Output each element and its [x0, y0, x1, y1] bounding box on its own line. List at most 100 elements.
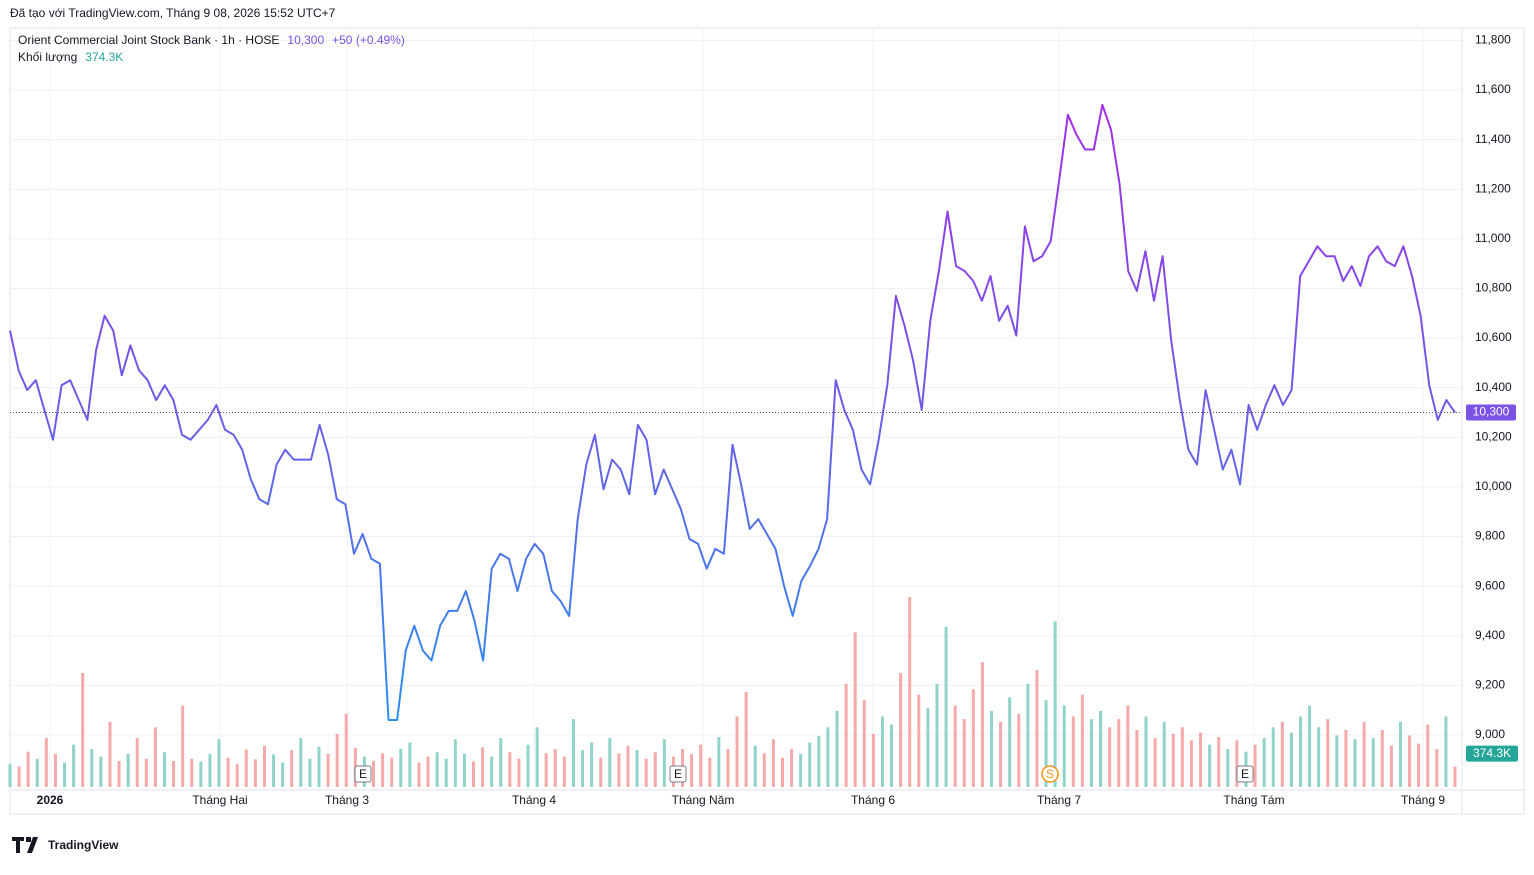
- volume-bar: [1389, 745, 1393, 787]
- y-tick-label: 9,800: [1475, 529, 1505, 543]
- volume-bar: [1108, 727, 1112, 787]
- volume-bar: [99, 756, 103, 787]
- x-tick-label: Tháng 9: [1401, 793, 1445, 807]
- volume-bar: [1153, 738, 1157, 787]
- volume-bar: [590, 742, 594, 787]
- x-tick-label: Tháng 6: [851, 793, 895, 807]
- volume-bar: [980, 662, 984, 787]
- volume-bar: [617, 753, 621, 787]
- volume-bar: [381, 753, 385, 787]
- volume-bar: [390, 757, 394, 787]
- volume-bar: [81, 673, 85, 787]
- volume-bar: [272, 754, 276, 787]
- volume-bar: [1189, 740, 1193, 787]
- x-tick-label: Tháng 3: [325, 793, 369, 807]
- volume-bar: [72, 744, 76, 787]
- volume-bar: [244, 749, 248, 787]
- volume-bar: [1308, 705, 1312, 787]
- volume-bar: [1089, 719, 1093, 787]
- y-tick-label: 11,200: [1475, 181, 1511, 195]
- volume-bar: [1380, 730, 1384, 787]
- volume-bar: [753, 745, 757, 787]
- volume-bar: [1435, 749, 1439, 787]
- volume-bar: [571, 719, 575, 787]
- volume-bar: [1426, 724, 1430, 787]
- volume-bar: [644, 758, 648, 787]
- y-tick-label: 11,800: [1475, 33, 1511, 47]
- volume-bar: [826, 727, 830, 787]
- y-tick-label: 9,000: [1475, 727, 1505, 741]
- legend: Orient Commercial Joint Stock Bank · 1h …: [18, 33, 405, 47]
- price: 10,300: [287, 33, 324, 47]
- volume-bar: [1335, 735, 1339, 787]
- volume-bar: [1271, 727, 1275, 787]
- volume-bar: [1344, 730, 1348, 787]
- volume-bar: [253, 759, 257, 787]
- volume-bar: [581, 750, 585, 787]
- volume-bar: [708, 757, 712, 787]
- volume-bar: [135, 738, 139, 787]
- volume-bar: [190, 758, 194, 787]
- volume-bar: [335, 733, 339, 787]
- volume-bar: [1026, 683, 1030, 787]
- x-tick-label: 2026: [37, 793, 64, 807]
- volume-bar: [1453, 766, 1457, 787]
- volume-bar: [1199, 732, 1203, 787]
- y-tick-label: 10,200: [1475, 429, 1512, 443]
- volume-value: 374.3K: [85, 50, 123, 64]
- volume-bar: [880, 716, 884, 787]
- volume-bar: [653, 752, 657, 787]
- y-tick-label: 9,200: [1475, 677, 1505, 691]
- volume-bar: [1135, 730, 1139, 787]
- volume-bar: [63, 762, 67, 787]
- volume-bar: [999, 721, 1003, 787]
- volume-bar: [508, 752, 512, 787]
- volume-bar: [317, 746, 321, 787]
- volume-bar: [917, 694, 921, 787]
- volume-bar: [626, 745, 630, 787]
- volume-bar: [399, 749, 403, 787]
- volume-bar: [935, 683, 939, 787]
- volume-bar: [1317, 727, 1321, 787]
- event-marker: [1041, 765, 1059, 783]
- volume-bar: [1180, 727, 1184, 787]
- volume-bar: [962, 719, 966, 787]
- credit: Đã tạo với TradingView.com, Tháng 9 08, …: [10, 6, 336, 20]
- event-label: E: [1241, 767, 1249, 781]
- volume-bar: [408, 742, 412, 787]
- volume-bar: [562, 756, 566, 787]
- volume-bar: [1226, 749, 1230, 787]
- volume-bar: [471, 761, 475, 787]
- volume-bar: [971, 689, 975, 787]
- volume-bar: [299, 738, 303, 787]
- volume-bar: [780, 757, 784, 787]
- volume-bar: [326, 753, 330, 787]
- volume-bar: [1099, 711, 1103, 787]
- y-tick-label: 11,600: [1475, 82, 1511, 96]
- frame: [9, 27, 1525, 815]
- volume-bar: [1144, 716, 1148, 787]
- volume-bar: [862, 700, 866, 787]
- x-tick-label: Tháng 4: [512, 793, 556, 807]
- volume-bar: [699, 744, 703, 787]
- volume-bar: [26, 751, 30, 787]
- volume-bar: [1408, 735, 1412, 787]
- volume-bar: [1262, 738, 1266, 787]
- volume-bar: [172, 760, 176, 787]
- volume-bar: [435, 752, 439, 787]
- volume-bar: [444, 758, 448, 787]
- volume-bar: [535, 727, 539, 787]
- volume-bar: [1235, 740, 1239, 787]
- volume-bar: [462, 753, 466, 787]
- symbol: Orient Commercial Joint Stock Bank · 1h …: [18, 33, 279, 47]
- volume-bar: [417, 762, 421, 787]
- volume-bar: [735, 716, 739, 787]
- volume-bar: [1362, 721, 1366, 787]
- volume-bar: [1398, 721, 1402, 787]
- volume-bar: [871, 733, 875, 787]
- volume-bar: [126, 753, 130, 787]
- volume-bar: [726, 749, 730, 787]
- volume-bar: [281, 762, 285, 787]
- volume-bar: [1126, 705, 1130, 787]
